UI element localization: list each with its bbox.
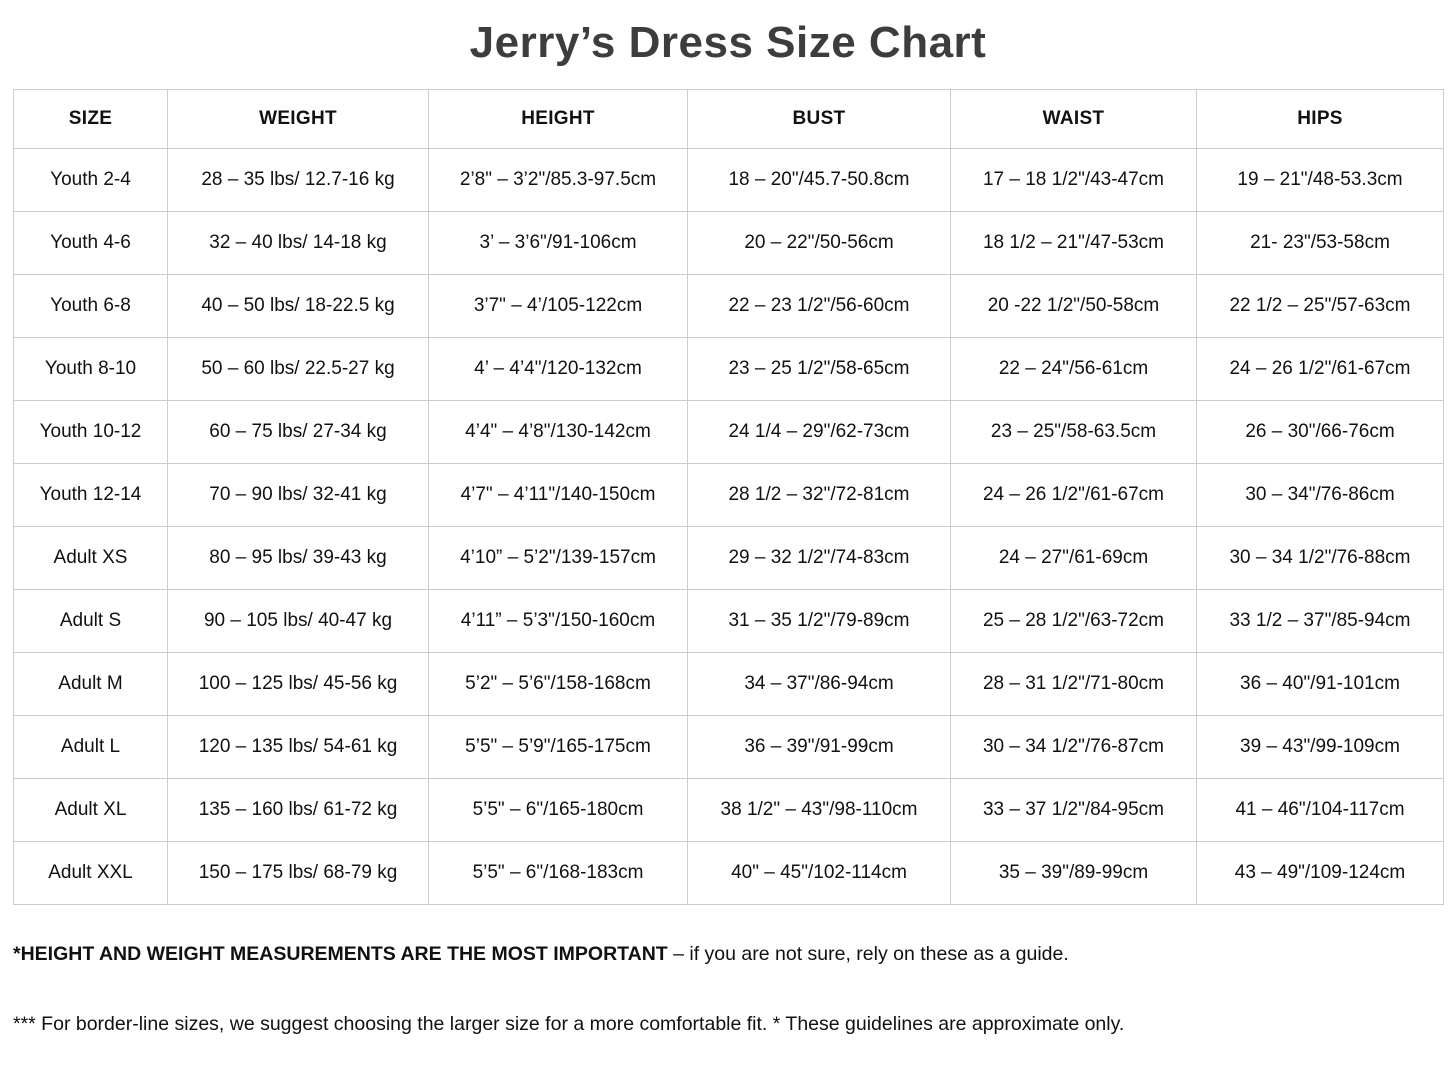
table-cell: 50 – 60 lbs/ 22.5-27 kg xyxy=(167,336,429,401)
table-row: Youth 12-14 70 – 90 lbs/ 32-41 kg 4’7" – 4… xyxy=(13,462,1444,527)
table-cell: 80 – 95 lbs/ 39-43 kg xyxy=(167,525,429,590)
page-title: Jerry’s Dress Size Chart xyxy=(469,18,987,67)
table-cell: 150 – 175 lbs/ 68-79 kg xyxy=(167,840,429,905)
table-row: Adult XS 80 – 95 lbs/ 39-43 kg 4’10” – 5’2… xyxy=(13,525,1444,590)
table-row: Adult XL 135 – 160 lbs/ 61-72 kg 5’5" – 6"… xyxy=(13,777,1444,842)
table-cell: Youth 2-4 xyxy=(13,147,168,212)
table-row: Adult M 100 – 125 lbs/ 45-56 kg 5’2" – 5’6… xyxy=(13,651,1444,716)
footnote-measurements: *HEIGHT AND WEIGHT MEASUREMENTS ARE THE … xyxy=(13,943,1443,966)
table-cell: 30 – 34 1/2"/76-87cm xyxy=(950,714,1197,779)
table-cell: 120 – 135 lbs/ 54-61 kg xyxy=(167,714,429,779)
table-cell: 19 – 21"/48-53.3cm xyxy=(1196,147,1444,212)
table-cell: 20 -22 1/2"/50-58cm xyxy=(950,273,1197,338)
table-cell: 26 – 30"/66-76cm xyxy=(1196,399,1444,464)
table-cell: 28 – 31 1/2"/71-80cm xyxy=(950,651,1197,716)
table-cell: 21- 23"/53-58cm xyxy=(1196,210,1444,275)
table-cell: 24 1/4 – 29"/62-73cm xyxy=(687,399,951,464)
table-cell: 24 – 26 1/2"/61-67cm xyxy=(1196,336,1444,401)
table-cell: 2’8" – 3’2"/85.3-97.5cm xyxy=(428,147,688,212)
table-cell: 4’11” – 5’3"/150-160cm xyxy=(428,588,688,653)
table-row: Youth 2-4 28 – 35 lbs/ 12.7-16 kg 2’8" – 3… xyxy=(13,147,1444,212)
column-header-height: HEIGHT xyxy=(428,88,688,149)
table-cell: 4’10” – 5’2"/139-157cm xyxy=(428,525,688,590)
table-cell: 30 – 34"/76-86cm xyxy=(1196,462,1444,527)
table-cell: 60 – 75 lbs/ 27-34 kg xyxy=(167,399,429,464)
table-cell: 17 – 18 1/2"/43-47cm xyxy=(950,147,1197,212)
table-cell: Adult S xyxy=(13,588,168,653)
footnote-borderline: *** For border-line sizes, we suggest ch… xyxy=(13,1012,1125,1035)
table-cell: Youth 10-12 xyxy=(13,399,168,464)
table-cell: 4’4" – 4’8"/130-142cm xyxy=(428,399,688,464)
table-cell: 40 – 50 lbs/ 18-22.5 kg xyxy=(167,273,429,338)
table-cell: Adult M xyxy=(13,651,168,716)
table-cell: 39 – 43"/99-109cm xyxy=(1196,714,1444,779)
table-row: Youth 6-8 40 – 50 lbs/ 18-22.5 kg 3’7" – 4… xyxy=(13,273,1444,338)
table-cell: 5’5" – 6"/165-180cm xyxy=(428,777,688,842)
table-cell: Youth 4-6 xyxy=(13,210,168,275)
table-cell: 22 – 23 1/2"/56-60cm xyxy=(687,273,951,338)
table-cell: 23 – 25"/58-63.5cm xyxy=(950,399,1197,464)
footnotes: *HEIGHT AND WEIGHT MEASUREMENTS ARE THE … xyxy=(13,943,1443,1036)
table-cell: 22 – 24"/56-61cm xyxy=(950,336,1197,401)
table-cell: 5’5" – 5’9"/165-175cm xyxy=(428,714,688,779)
table-body: Youth 2-4 28 – 35 lbs/ 12.7-16 kg 2’8" – 3… xyxy=(13,147,1444,905)
table-row: Youth 8-10 50 – 60 lbs/ 22.5-27 kg 4’ – 4’… xyxy=(13,336,1444,401)
column-header-hips: HIPS xyxy=(1196,88,1444,149)
column-header-weight: WEIGHT xyxy=(167,88,429,149)
table-cell: 34 – 37"/86-94cm xyxy=(687,651,951,716)
table-cell: 33 1/2 – 37"/85-94cm xyxy=(1196,588,1444,653)
table-row: Youth 10-12 60 – 75 lbs/ 27-34 kg 4’4" – 4… xyxy=(13,399,1444,464)
table-cell: 30 – 34 1/2"/76-88cm xyxy=(1196,525,1444,590)
table-cell: 43 – 49"/109-124cm xyxy=(1196,840,1444,905)
table-cell: Adult XL xyxy=(13,777,168,842)
column-header-bust: BUST xyxy=(687,88,951,149)
table-cell: Adult XXL xyxy=(13,840,168,905)
table-cell: 33 – 37 1/2"/84-95cm xyxy=(950,777,1197,842)
table-cell: 3’ – 3’6"/91-106cm xyxy=(428,210,688,275)
table-header-row: SIZE WEIGHT HEIGHT BUST WAIST HIPS xyxy=(13,88,1444,149)
table-cell: Youth 6-8 xyxy=(13,273,168,338)
table-cell: 4’7" – 4’11"/140-150cm xyxy=(428,462,688,527)
table-cell: 36 – 39"/91-99cm xyxy=(687,714,951,779)
table-row: Adult L 120 – 135 lbs/ 54-61 kg 5’5" – 5’9… xyxy=(13,714,1444,779)
column-header-waist: WAIST xyxy=(950,88,1197,149)
table-cell: 36 – 40"/91-101cm xyxy=(1196,651,1444,716)
size-chart-table: SIZE WEIGHT HEIGHT BUST WAIST HIPS Youth… xyxy=(13,88,1444,905)
table-cell: 20 – 22"/50-56cm xyxy=(687,210,951,275)
table-cell: 41 – 46"/104-117cm xyxy=(1196,777,1444,842)
table-cell: 90 – 105 lbs/ 40-47 kg xyxy=(167,588,429,653)
table-row: Adult XXL 150 – 175 lbs/ 68-79 kg 5’5" – 6… xyxy=(13,840,1444,905)
table-cell: 35 – 39"/89-99cm xyxy=(950,840,1197,905)
table-cell: 135 – 160 lbs/ 61-72 kg xyxy=(167,777,429,842)
table-cell: 24 – 27"/61-69cm xyxy=(950,525,1197,590)
table-cell: 24 – 26 1/2"/61-67cm xyxy=(950,462,1197,527)
table-cell: 31 – 35 1/2"/79-89cm xyxy=(687,588,951,653)
table-cell: 28 – 35 lbs/ 12.7-16 kg xyxy=(167,147,429,212)
table-cell: 5’5" – 6"/168-183cm xyxy=(428,840,688,905)
table-cell: 18 – 20"/45.7-50.8cm xyxy=(687,147,951,212)
table-cell: Youth 12-14 xyxy=(13,462,168,527)
table-cell: 22 1/2 – 25"/57-63cm xyxy=(1196,273,1444,338)
table-cell: 4’ – 4’4"/120-132cm xyxy=(428,336,688,401)
table-cell: 5’2" – 5’6"/158-168cm xyxy=(428,651,688,716)
table-cell: 23 – 25 1/2"/58-65cm xyxy=(687,336,951,401)
table-cell: 3’7" – 4’/105-122cm xyxy=(428,273,688,338)
table-cell: 28 1/2 – 32"/72-81cm xyxy=(687,462,951,527)
table-cell: 25 – 28 1/2"/63-72cm xyxy=(950,588,1197,653)
table-row: Adult S 90 – 105 lbs/ 40-47 kg 4’11” – 5’3… xyxy=(13,588,1444,653)
column-header-size: SIZE xyxy=(13,88,168,149)
table-cell: Adult XS xyxy=(13,525,168,590)
table-cell: Adult L xyxy=(13,714,168,779)
table-cell: Youth 8-10 xyxy=(13,336,168,401)
table-cell: 29 – 32 1/2"/74-83cm xyxy=(687,525,951,590)
table-row: Youth 4-6 32 – 40 lbs/ 14-18 kg 3’ – 3’6"/… xyxy=(13,210,1444,275)
table-cell: 40" – 45"/102-114cm xyxy=(687,840,951,905)
footnote-measurements-bold: *HEIGHT AND WEIGHT MEASUREMENTS ARE THE … xyxy=(13,942,668,965)
table-cell: 32 – 40 lbs/ 14-18 kg xyxy=(167,210,429,275)
table-cell: 100 – 125 lbs/ 45-56 kg xyxy=(167,651,429,716)
table-cell: 38 1/2" – 43"/98-110cm xyxy=(687,777,951,842)
table-cell: 70 – 90 lbs/ 32-41 kg xyxy=(167,462,429,527)
table-cell: 18 1/2 – 21"/47-53cm xyxy=(950,210,1197,275)
footnote-measurements-rest: – if you are not sure, rely on these as … xyxy=(667,942,1069,965)
